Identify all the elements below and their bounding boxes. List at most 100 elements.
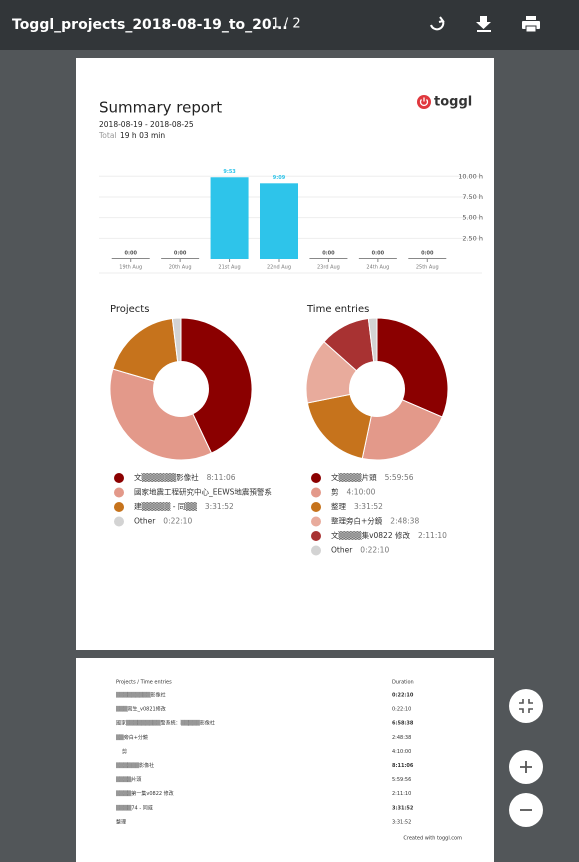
table-cell: ▒▒▒▒第一集v0822 修改 xyxy=(116,790,174,797)
x-tick-label: 25th Aug xyxy=(416,265,439,271)
total-value: 19 h 03 min xyxy=(120,131,165,140)
table-header: Duration xyxy=(392,680,414,686)
legend-value: 0:22:10 xyxy=(163,517,192,526)
value-label: 9:09 xyxy=(273,175,286,181)
file-name: Toggl_projects_2018-08-19_to_20... xyxy=(12,17,288,33)
table-cell: ▒▒▒▒片頭 xyxy=(116,776,141,783)
x-tick-label: 20th Aug xyxy=(169,265,192,271)
pie-slice xyxy=(109,368,213,461)
page-indicator: 1 / 2 xyxy=(271,17,300,32)
pie-title: Projects xyxy=(110,304,149,315)
bar xyxy=(358,258,397,259)
value-label: 0:00 xyxy=(322,251,335,257)
table-duration: 2:11:10 xyxy=(392,791,411,797)
zoom-out-button[interactable] xyxy=(509,793,543,827)
logo-text: toggl xyxy=(434,95,472,110)
zoom-in-button[interactable] xyxy=(509,750,543,784)
legend-label: 建▒▒▒▒▒ - 同▒▒ xyxy=(134,501,197,511)
fit-button[interactable] xyxy=(509,689,543,723)
bar xyxy=(210,177,249,259)
table-duration: 3:31:52 xyxy=(392,819,411,825)
bar xyxy=(260,183,298,259)
table-cell: 整理 xyxy=(116,818,126,825)
table-duration: 0:22:10 xyxy=(392,693,414,699)
legend-label: 文▒▒▒▒集v0822 修改 xyxy=(331,530,410,540)
legend-dot xyxy=(114,487,124,498)
table-cell: ▒▒▒▒▒▒▒▒▒影像社 xyxy=(116,692,166,699)
legend-dot xyxy=(311,531,321,541)
legend-value: 3:31:52 xyxy=(354,502,383,511)
y-tick-label: 5.00 h xyxy=(462,214,483,222)
legend-dot xyxy=(114,516,124,527)
legend-dot xyxy=(311,502,321,512)
legend-label: 國家地震工程研究中心_EEWS地震預警系 xyxy=(134,487,272,497)
logo-icon xyxy=(417,95,431,109)
table-duration: 0:22:10 xyxy=(392,707,411,713)
legend-dot xyxy=(114,502,124,512)
bar xyxy=(309,258,348,259)
page-2 xyxy=(76,658,494,862)
legend-label: 文▒▒▒▒▒▒影像社 xyxy=(134,472,199,482)
legend-value: 4:10:00 xyxy=(347,488,376,497)
table-cell: ▒▒▒▒▒▒影像社 xyxy=(116,762,154,769)
table-cell: ▒▒▒寫生_v0821修改 xyxy=(116,706,166,713)
legend-value: 2:48:38 xyxy=(390,517,419,526)
value-label: 0:00 xyxy=(421,251,434,257)
table-duration: 6:58:38 xyxy=(392,721,414,727)
table-cell: 國家▒▒▒▒▒▒▒▒▒警系統：▒▒▒▒▒影像社 xyxy=(116,720,215,727)
legend-label: 整理 xyxy=(331,501,346,511)
legend-dot xyxy=(311,473,321,483)
total-label: Total xyxy=(98,131,117,140)
bar xyxy=(408,258,447,259)
value-label: 0:00 xyxy=(174,251,187,257)
x-tick-label: 21st Aug xyxy=(218,265,240,271)
legend-dot xyxy=(114,473,124,483)
legend-label: 剪 xyxy=(331,487,339,497)
legend-label: 文▒▒▒▒片頭 xyxy=(331,472,377,482)
download-button[interactable] xyxy=(476,16,491,32)
footer: Created with toggl.com xyxy=(403,836,462,842)
table-cell: ▒▒▒▒74 - 同威 xyxy=(116,804,153,811)
y-tick-label: 10.00 h xyxy=(458,172,483,180)
y-tick-label: 2.50 h xyxy=(462,234,483,242)
x-tick-label: 22nd Aug xyxy=(267,265,291,271)
pie-title: Time entries xyxy=(306,304,369,315)
value-label: 0:00 xyxy=(372,251,385,257)
legend-label: Other xyxy=(134,517,156,526)
legend-dot xyxy=(311,516,321,527)
pie-hole xyxy=(153,361,209,417)
bar xyxy=(111,258,150,259)
bar xyxy=(161,258,200,259)
legend-label: 整理旁白+分鏡 xyxy=(331,516,383,526)
value-label: 0:00 xyxy=(124,251,137,257)
table-header: Projects / Time entries xyxy=(116,680,172,686)
legend-label: Other xyxy=(331,546,353,555)
table-cell: 剪 xyxy=(122,748,127,755)
legend-value: 8:11:06 xyxy=(207,473,236,482)
table-duration: 8:11:06 xyxy=(392,763,414,769)
legend-value: 2:11:10 xyxy=(418,531,447,540)
rotate-button[interactable] xyxy=(430,16,445,31)
legend-dot xyxy=(311,487,321,498)
logo-power xyxy=(419,97,429,107)
table-duration: 3:31:52 xyxy=(392,805,414,811)
x-tick-label: 19th Aug xyxy=(119,265,142,271)
report-title: Summary report xyxy=(99,99,222,117)
table-duration: 2:48:38 xyxy=(392,735,411,741)
table-cell: ▒▒旁白+分鏡 xyxy=(116,734,148,741)
x-tick-label: 23rd Aug xyxy=(317,265,340,271)
y-tick-label: 7.50 h xyxy=(462,193,483,201)
x-tick-label: 24th Aug xyxy=(366,265,389,271)
value-label: 9:53 xyxy=(223,169,236,175)
table-duration: 4:10:00 xyxy=(392,749,411,755)
legend-value: 3:31:52 xyxy=(205,502,234,511)
date-range: 2018-08-19 - 2018-08-25 xyxy=(99,120,194,129)
pie-hole xyxy=(349,361,405,417)
legend-value: 5:59:56 xyxy=(385,473,414,482)
legend-dot xyxy=(311,545,321,556)
legend-value: 0:22:10 xyxy=(360,546,389,555)
pie-slice xyxy=(180,317,253,454)
print-button[interactable] xyxy=(522,16,540,33)
